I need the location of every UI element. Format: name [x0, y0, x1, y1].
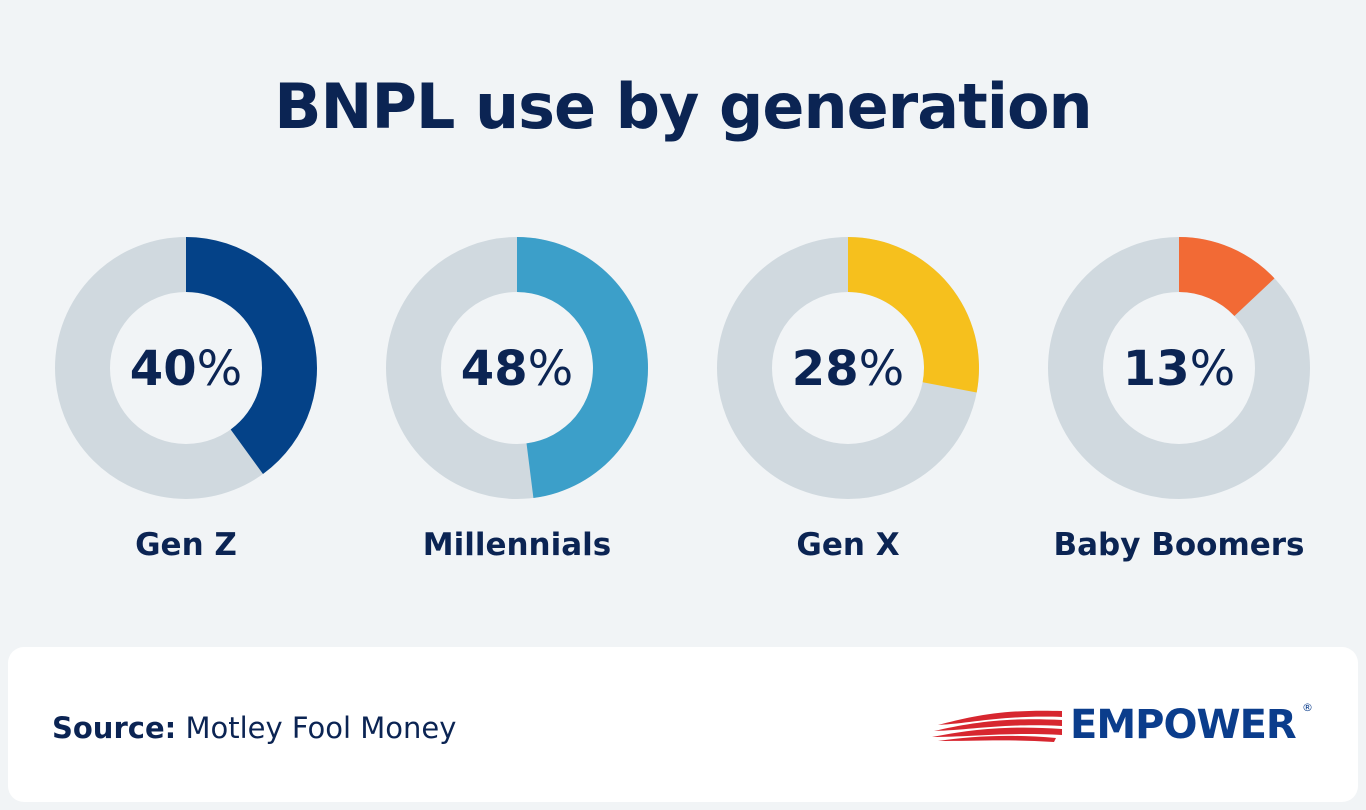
category-label: Gen Z [135, 527, 237, 563]
registered-mark: ® [1302, 701, 1313, 714]
source-text: Motley Fool Money [185, 711, 457, 745]
data-label: 28% [792, 341, 904, 397]
donut-segment [848, 237, 980, 393]
category-label: Gen X [796, 527, 900, 563]
logo-wordmark: EMPOWER [1070, 702, 1297, 748]
donut-charts: 40% 48% 28% 13% [55, 237, 1310, 499]
empower-logo: EMPOWER ® [930, 701, 1313, 747]
flag-stripes-icon [932, 710, 1062, 742]
donut-segment [1179, 237, 1275, 316]
source-label: Source: [52, 711, 177, 745]
data-label: 13% [1123, 341, 1235, 397]
donut-segment [186, 237, 318, 474]
donut-millennials: 48% [386, 237, 649, 499]
donut-gen-x: 28% [717, 237, 980, 499]
footer-card: Source: Motley Fool Money EMPOWER ® [8, 647, 1358, 802]
data-label: 48% [461, 341, 573, 397]
category-label: Millennials [422, 527, 612, 563]
chart-title: BNPL use by generation [274, 70, 1092, 143]
donut-baby-boomers: 13% [1048, 237, 1310, 499]
donut-segment [517, 237, 649, 498]
category-label: Baby Boomers [1053, 527, 1305, 563]
data-label: 40% [130, 341, 242, 397]
source-line: Source: Motley Fool Money [52, 711, 456, 745]
donut-gen-z: 40% [55, 237, 318, 499]
